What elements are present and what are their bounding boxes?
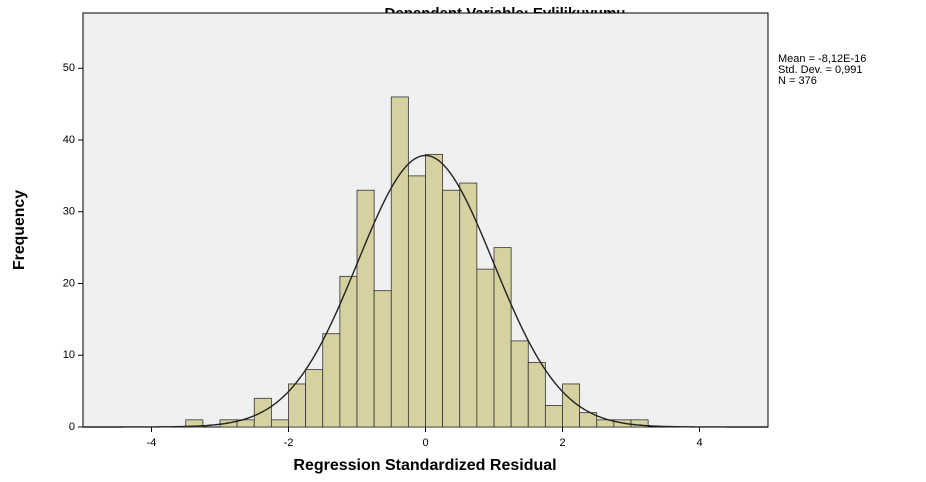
x-tick-label: 0 [422,437,428,449]
bar [476,268,495,428]
bar [390,96,409,428]
x-tick-label: 4 [696,437,702,449]
stat-label: Mean = -8,12E-16 [778,53,866,65]
y-tick-label: 30 [63,206,75,218]
stat-label: N = 376 [778,75,817,87]
y-axis-label: Frequency [11,190,28,270]
x-tick-label: -2 [284,437,294,449]
bar [630,419,649,428]
bar [442,189,461,428]
y-tick-label: 10 [63,349,75,361]
x-axis-label: Regression Standardized Residual [293,457,556,474]
bar [510,340,529,428]
bar [493,247,512,428]
bar [425,153,444,428]
bar [562,383,581,428]
x-tick-label: 2 [559,437,565,449]
y-tick-label: 20 [63,277,75,289]
bar [270,419,289,428]
bar [544,405,563,428]
normal-curve [83,154,768,428]
y-tick-label: 50 [63,62,75,74]
bar [356,189,375,428]
y-tick-label: 40 [63,134,75,146]
bar [288,383,307,428]
y-tick-label: 0 [69,421,75,433]
bar [407,175,426,428]
x-tick-label: -4 [147,437,157,449]
bar [253,397,272,428]
bar [373,290,392,428]
stat-label: Std. Dev. = 0,991 [778,64,863,76]
bar [527,362,546,428]
bar [185,419,204,428]
bar [305,369,324,428]
bar [322,333,341,428]
bar [459,182,478,428]
